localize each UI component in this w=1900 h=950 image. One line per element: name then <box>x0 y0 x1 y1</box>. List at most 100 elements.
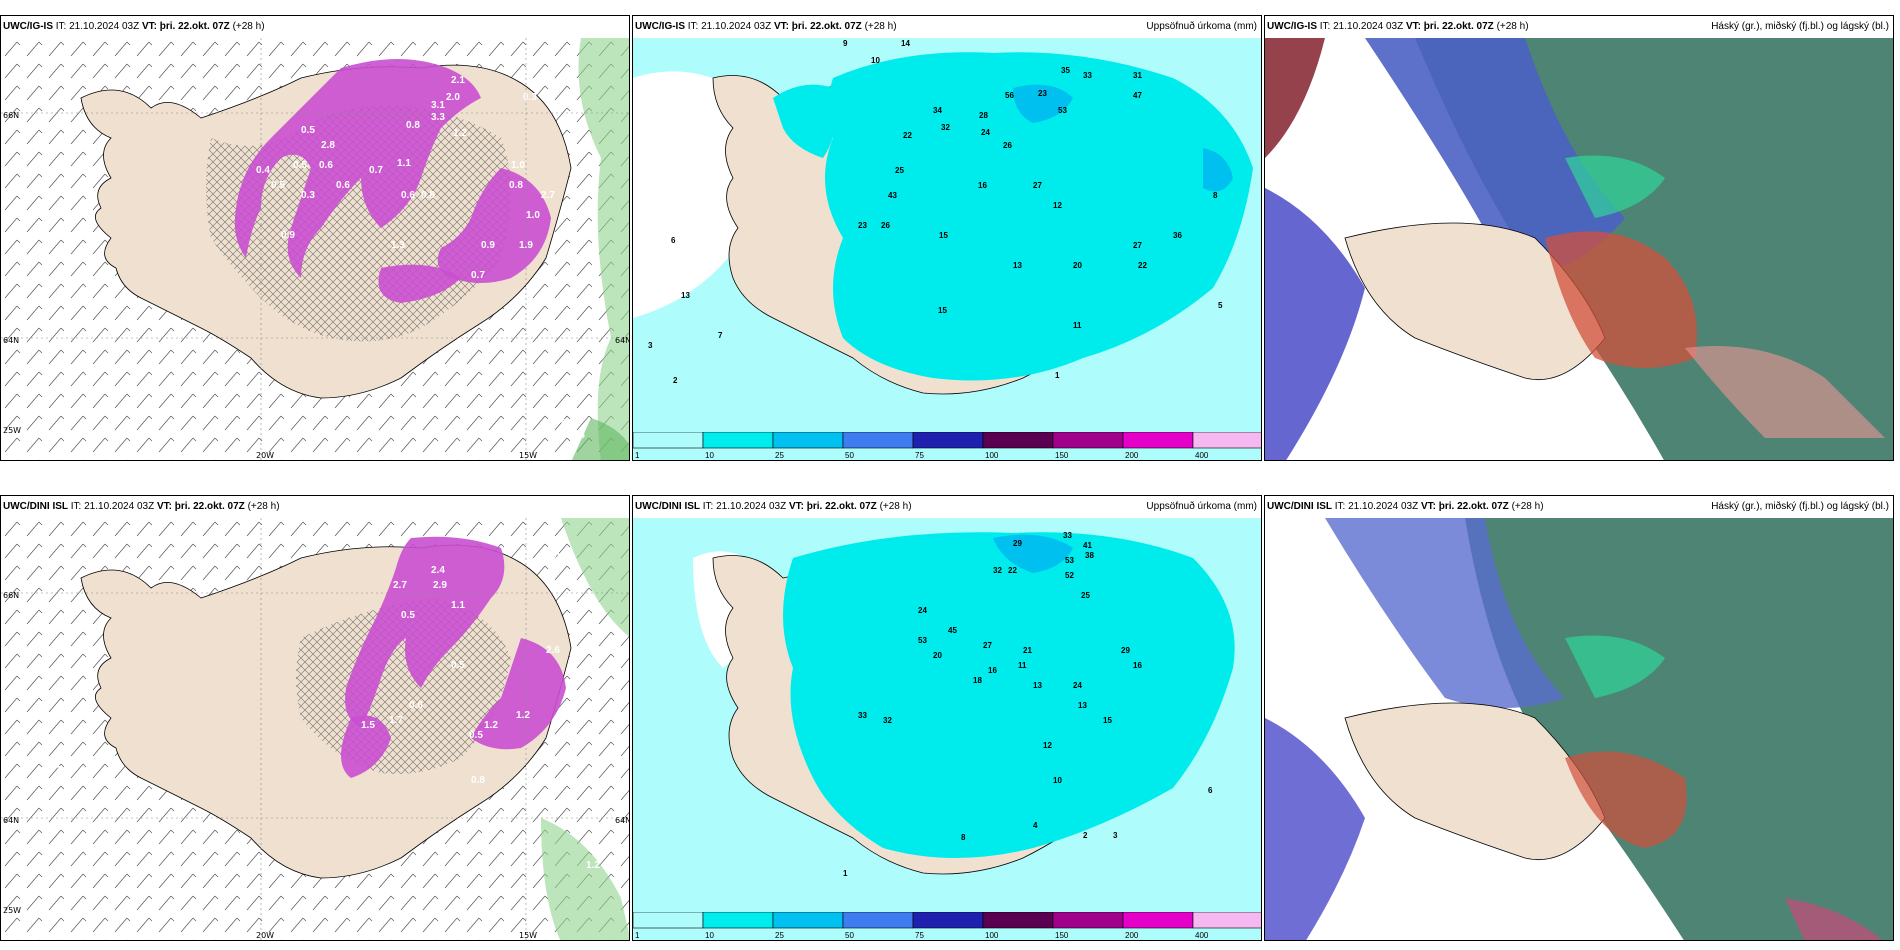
panel-header: UWC/DINI ISL IT: 21.10.2024 03Z VT: þri.… <box>1265 496 1893 518</box>
wind-value: 0.5 <box>301 125 315 136</box>
precip-value: 18 <box>973 676 982 685</box>
precip-value: 13 <box>1013 261 1022 270</box>
legend-tick-label: 200 <box>1125 451 1139 460</box>
precip-value: 29 <box>1121 646 1130 655</box>
precip-value: 27 <box>1133 241 1142 250</box>
legend-swatch <box>912 912 984 929</box>
wind-value: 1.2 <box>484 720 498 731</box>
precip-value: 20 <box>933 651 942 660</box>
wind-value: 0.7 <box>554 550 568 561</box>
legend-swatch <box>633 432 704 449</box>
precip-value: 6 <box>1208 786 1213 795</box>
precip-value: 2 <box>1083 831 1088 840</box>
wind-precip-map: 2.1 3.1 3.3 2.0 1.2 0.5 0.3 0.8 0.6 0.8 … <box>1 38 630 460</box>
precip-value: 22 <box>1138 261 1147 270</box>
legend-tick-label: 400 <box>1195 451 1209 460</box>
wind-value: 2.7 <box>541 190 555 201</box>
precip-value: 29 <box>1013 539 1022 548</box>
lat-label: 64N <box>615 336 630 345</box>
precip-value: 8 <box>961 833 966 842</box>
precip-value: 24 <box>981 128 990 137</box>
legend-tick-label: 75 <box>915 451 924 460</box>
precip-value: 31 <box>1133 71 1142 80</box>
lat-label: 64N <box>3 336 19 345</box>
wind-value: 0.9 <box>481 240 495 251</box>
map-area: 2.4 2.9 2.7 1.1 0.5 0.5 2.6 1.2 0.5 0.6 … <box>1 518 629 940</box>
lat-label: 64N <box>3 816 19 825</box>
wind-value: 3.3 <box>431 112 445 123</box>
wind-value: 0.9 <box>281 230 295 241</box>
precip-value: 8 <box>1213 191 1218 200</box>
precip-legend: 1 10 25 50 75 100 150 200 400 <box>633 432 1261 460</box>
precip-value: 35 <box>1061 66 1070 75</box>
legend-tick-label: 150 <box>1055 931 1069 940</box>
precip-value: 10 <box>1053 776 1062 785</box>
panel-header: UWC/IG-IS IT: 21.10.2024 03Z VT: þri. 22… <box>1 16 629 38</box>
precip-value: 27 <box>1033 181 1042 190</box>
precip-value: 5 <box>1218 301 1223 310</box>
wind-value: 0.8 <box>406 120 420 131</box>
wind-value: 0.6 <box>319 160 333 171</box>
precip-value: 7 <box>718 331 723 340</box>
precip-map: 29 33 41 53 38 52 25 32 22 24 45 53 20 2… <box>633 518 1261 940</box>
wind-value: 1.2 <box>586 860 600 871</box>
wind-value: 1.0 <box>511 160 525 171</box>
precip-value: 9 <box>843 39 848 48</box>
wind-value: 0.4 <box>256 165 270 176</box>
legend-tick-label: 200 <box>1125 931 1139 940</box>
legend-swatch <box>1192 432 1261 449</box>
wind-value: 1.2 <box>516 710 530 721</box>
precip-value: 6 <box>671 236 676 245</box>
wind-value: 2.1 <box>451 75 465 86</box>
precip-value: 28 <box>979 111 988 120</box>
legend-swatch <box>1052 432 1124 449</box>
panel-header: UWC/DINI ISL IT: 21.10.2024 03Z VT: þri.… <box>1 496 629 518</box>
panel-dini-clouds: UWC/DINI ISL IT: 21.10.2024 03Z VT: þri.… <box>1264 495 1894 941</box>
precip-value: 36 <box>1173 231 1182 240</box>
precip-value: 3 <box>1113 831 1118 840</box>
panel-igis-clouds: UWC/IG-IS IT: 21.10.2024 03Z VT: þri. 22… <box>1264 15 1894 461</box>
map-area: 9 14 10 35 33 31 47 56 53 34 32 28 24 23… <box>633 38 1261 460</box>
precip-value: 20 <box>1073 261 1082 270</box>
legend-swatch <box>633 912 704 929</box>
panel-igis-precip: UWC/IG-IS IT: 21.10.2024 03Z VT: þri. 22… <box>632 15 1262 461</box>
wind-value: 1.3 <box>391 240 405 251</box>
wind-value: 0.8 <box>471 775 485 786</box>
legend-swatch <box>702 432 774 449</box>
precip-value: 22 <box>903 131 912 140</box>
legend-swatch <box>1052 912 1124 929</box>
wind-value: 0.8 <box>571 430 585 441</box>
precip-value: 26 <box>881 221 890 230</box>
precip-map: 9 14 10 35 33 31 47 56 53 34 32 28 24 23… <box>633 38 1261 460</box>
precip-value: 32 <box>941 123 950 132</box>
lat-label: 66N <box>3 591 19 600</box>
wind-value: 1.9 <box>519 240 533 251</box>
legend-swatch <box>842 912 914 929</box>
precip-value: 23 <box>1038 89 1047 98</box>
legend-swatch <box>772 432 844 449</box>
wind-value: 2.6 <box>546 645 560 656</box>
legend-swatch <box>1192 912 1261 929</box>
wind-value: 1.1 <box>397 158 411 169</box>
precip-value: 33 <box>858 711 867 720</box>
wind-value: 0.8 <box>509 180 523 191</box>
wind-value: 1.7 <box>389 715 403 726</box>
wind-value: 0.8 <box>421 190 435 201</box>
panel-header: UWC/IG-IS IT: 21.10.2024 03Z VT: þri. 22… <box>633 16 1261 38</box>
precip-value: 11 <box>1073 321 1082 330</box>
legend-tick-label: 50 <box>845 451 854 460</box>
wind-value: 1.1 <box>451 600 465 611</box>
precip-value: 16 <box>1133 661 1142 670</box>
cloud-map <box>1265 38 1893 460</box>
legend-tick-label: 400 <box>1195 931 1209 940</box>
precip-value: 24 <box>1073 681 1082 690</box>
precip-value: 53 <box>1065 556 1074 565</box>
precip-legend: 1 10 25 50 75 100 150 200 400 <box>633 912 1261 940</box>
precip-value: 32 <box>993 566 1002 575</box>
precip-value: 34 <box>933 106 942 115</box>
map-area <box>1265 518 1893 940</box>
precip-value: 1 <box>843 869 848 878</box>
precip-value: 26 <box>1003 141 1012 150</box>
precip-value: 23 <box>858 221 867 230</box>
wind-value: 2.7 <box>393 580 407 591</box>
